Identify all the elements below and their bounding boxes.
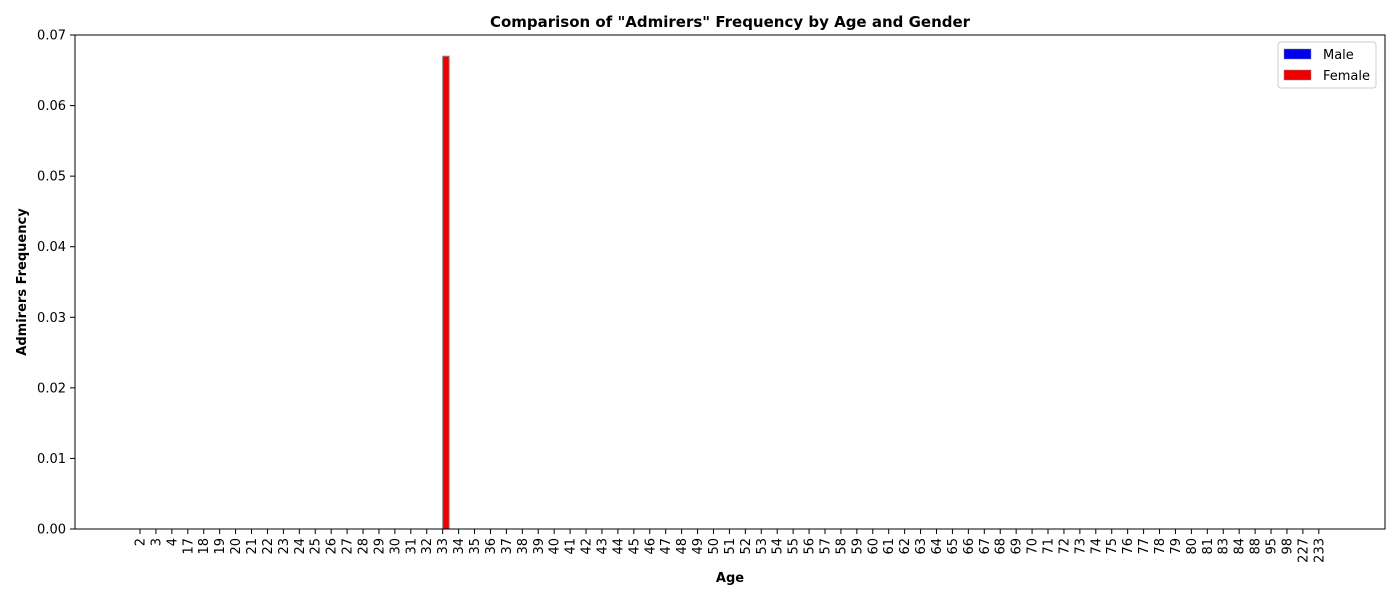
- x-tick-label: 26: [325, 538, 340, 555]
- x-tick-label: 84: [1233, 538, 1248, 555]
- x-tick-label: 77: [1137, 538, 1152, 555]
- y-tick-label: 0.00: [37, 523, 66, 538]
- y-tick-label: 0.05: [37, 170, 66, 185]
- y-tick-label: 0.04: [37, 240, 66, 255]
- legend-swatch-female: [1283, 69, 1312, 81]
- x-tick-label: 39: [532, 538, 547, 555]
- y-axis-title: Admirers Frequency: [15, 208, 30, 356]
- x-tick-label: 43: [595, 538, 610, 555]
- legend-swatch-male: [1283, 48, 1312, 60]
- x-tick-label: 81: [1201, 538, 1216, 555]
- plot-border: [74, 34, 1386, 530]
- x-tick-label: 41: [564, 538, 579, 555]
- x-tick-label: 58: [834, 538, 849, 555]
- x-tick-label: 20: [229, 538, 244, 555]
- x-tick-label: 67: [978, 538, 993, 555]
- legend: Male Female: [1277, 41, 1377, 89]
- x-tick-label: 66: [962, 538, 977, 555]
- x-tick-label: 80: [1185, 538, 1200, 555]
- x-tick-label: 227: [1296, 538, 1311, 563]
- y-tick-label: 0.03: [37, 311, 66, 326]
- x-tick-label: 44: [611, 538, 626, 555]
- x-tick-label: 4: [165, 538, 180, 546]
- plot-area: [75, 35, 1385, 529]
- x-tick-label: 19: [213, 538, 228, 555]
- x-tick-label: 24: [293, 538, 308, 555]
- x-tick-label: 78: [1153, 538, 1168, 555]
- x-tick-label: 31: [404, 538, 419, 555]
- x-tick-label: 27: [341, 538, 356, 555]
- x-tick-label: 59: [850, 538, 865, 555]
- x-tick-label: 73: [1073, 538, 1088, 555]
- bar-group: [442, 55, 450, 530]
- x-tick-label: 30: [388, 538, 403, 555]
- x-tick-label: 50: [707, 538, 722, 555]
- legend-label-female: Female: [1323, 69, 1370, 84]
- x-tick-label: 57: [818, 538, 833, 555]
- x-tick-label: 75: [1105, 538, 1120, 555]
- x-tick-label: 37: [500, 538, 515, 555]
- x-tick-label: 33: [436, 538, 451, 555]
- y-tick-label: 0.01: [37, 452, 66, 467]
- x-tick-label: 55: [787, 538, 802, 555]
- x-tick-label: 53: [755, 538, 770, 555]
- x-tick-label: 98: [1280, 538, 1295, 555]
- x-tick-label: 2: [134, 538, 149, 546]
- x-tick-label: 64: [930, 538, 945, 555]
- x-tick-label: 40: [548, 538, 563, 555]
- x-tick-label: 76: [1121, 538, 1136, 555]
- x-tick-label: 63: [914, 538, 929, 555]
- y-tick-label: 0.06: [37, 99, 66, 114]
- chart-title: Comparison of "Admirers" Frequency by Ag…: [490, 13, 971, 31]
- x-tick-label: 54: [771, 538, 786, 555]
- x-tick-label: 69: [1010, 538, 1025, 555]
- x-tick-label: 29: [372, 538, 387, 555]
- x-tick-label: 35: [468, 538, 483, 555]
- y-axis: 0.00 0.01 0.02 0.03 0.04 0.05 0.06 0.07: [37, 29, 75, 538]
- x-tick-label: 17: [181, 538, 196, 555]
- x-tick-label: 95: [1265, 538, 1280, 555]
- x-tick-label: 74: [1089, 538, 1104, 555]
- x-tick-label: 88: [1249, 538, 1264, 555]
- x-tick-label: 22: [261, 538, 276, 555]
- x-tick-label: 36: [484, 538, 499, 555]
- x-tick-label: 79: [1169, 538, 1184, 555]
- x-tick-label: 3: [149, 538, 164, 546]
- x-tick-label: 23: [277, 538, 292, 555]
- x-tick-label: 65: [946, 538, 961, 555]
- x-tick-label: 47: [659, 538, 674, 555]
- x-tick-label: 28: [357, 538, 372, 555]
- x-tick-label: 52: [739, 538, 754, 555]
- x-tick-label: 62: [898, 538, 913, 555]
- x-tick-label: 233: [1312, 538, 1327, 563]
- x-tick-label: 70: [1026, 538, 1041, 555]
- x-axis-title: Age: [716, 571, 744, 586]
- bar-female-age-33: [442, 55, 450, 530]
- x-tick-label: 51: [723, 538, 738, 555]
- x-tick-label: 48: [675, 538, 690, 555]
- y-tick-label: 0.02: [37, 381, 66, 396]
- legend-label-male: Male: [1323, 48, 1354, 63]
- x-tick-label: 46: [643, 538, 658, 555]
- x-tick-label: 71: [1042, 538, 1057, 555]
- x-tick-label: 38: [516, 538, 531, 555]
- x-tick-label: 61: [882, 538, 897, 555]
- x-tick-label: 34: [452, 538, 467, 555]
- x-tick-label: 45: [627, 538, 642, 555]
- x-tick-label: 60: [866, 538, 881, 555]
- x-tick-label: 83: [1217, 538, 1232, 555]
- x-tick-label: 49: [691, 538, 706, 555]
- x-tick-label: 25: [309, 538, 324, 555]
- x-tick-label: 56: [803, 538, 818, 555]
- x-tick-label: 72: [1057, 538, 1072, 555]
- x-tick-label: 21: [245, 538, 260, 555]
- x-tick-label: 32: [420, 538, 435, 555]
- x-tick-label: 42: [580, 538, 595, 555]
- x-tick-label: 68: [994, 538, 1009, 555]
- y-tick-label: 0.07: [37, 29, 66, 44]
- x-axis: 2 3 4 17 18 19 20 21 22 23 24 25 26 27 28 29 30 31 32 33 34 3…: [134, 529, 1327, 563]
- x-tick-label: 18: [197, 538, 212, 555]
